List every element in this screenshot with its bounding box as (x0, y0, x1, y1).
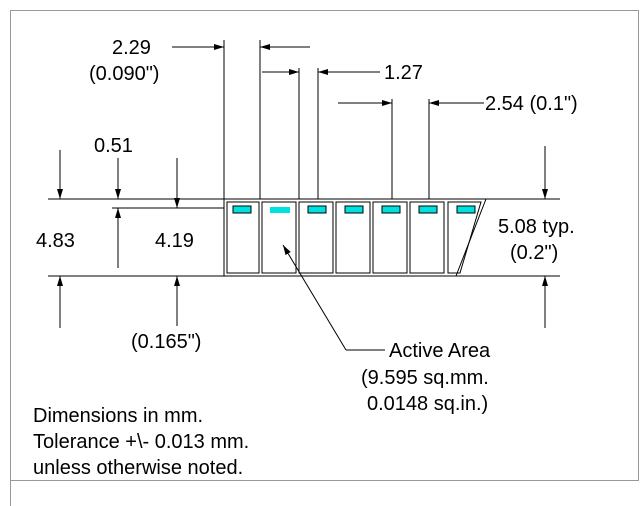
contact-pads (232, 205, 476, 214)
dim-4-19-inch-label: (0.165") (131, 331, 201, 353)
left-extension-lines (48, 198, 224, 277)
dim-0-51-label: 0.51 (94, 135, 133, 157)
top-extension-lines (223, 40, 430, 199)
pad (456, 205, 476, 214)
pad (418, 205, 438, 214)
dim-1-27-label: 1.27 (384, 62, 423, 84)
active-area-mm-label: (9.595 sq.mm. (361, 367, 489, 389)
active-area-label: Active Area (389, 340, 491, 362)
note-tolerance: Tolerance +\- 0.013 mm. (33, 431, 249, 453)
dim-2-54-label: 2.54 (0.1") (485, 93, 578, 115)
pad (344, 205, 364, 214)
dim-2-29-label: 2.29 (112, 37, 151, 59)
pad (232, 205, 252, 214)
pad (270, 207, 290, 213)
pad (307, 205, 327, 214)
dim-4-19-label: 4.19 (155, 230, 194, 252)
pad (381, 205, 401, 214)
dim-5-08-label: 5.08 typ. (498, 216, 575, 238)
note-otherwise: unless otherwise noted. (33, 457, 243, 479)
component-body (223, 198, 487, 277)
active-area-leader (282, 244, 385, 351)
dim-5-08-inch-label: (0.2") (510, 242, 558, 264)
active-area-in-label: 0.0148 sq.in.) (367, 393, 488, 415)
dim-2-29-inch-label: (0.090") (89, 63, 159, 85)
border (10, 10, 639, 481)
dim-4-83-label: 4.83 (36, 230, 75, 252)
note-units: Dimensions in mm. (33, 405, 203, 427)
